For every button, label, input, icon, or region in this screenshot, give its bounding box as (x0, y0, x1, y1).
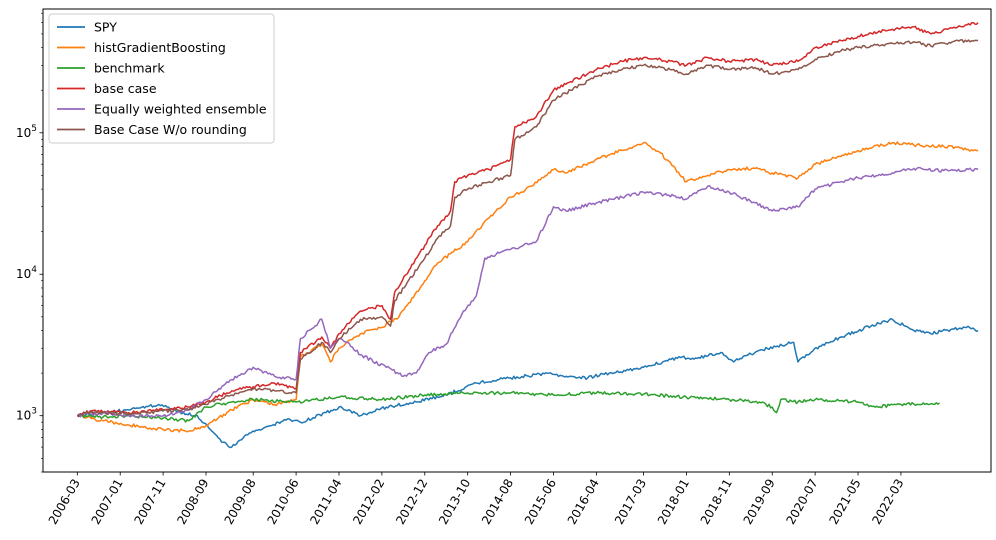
legend-label: base case (94, 81, 157, 96)
axes-frame (42, 8, 992, 473)
y-tick-label: 103 (16, 407, 37, 423)
x-tick-label: 2007-01 (89, 477, 126, 527)
legend-label: histGradientBoosting (94, 40, 226, 55)
x-tick-label: 2020-07 (784, 477, 821, 527)
y-tick-label: 104 (16, 265, 37, 281)
x-tick-label: 2012-12 (393, 477, 430, 527)
x-tick-label: 2010-06 (264, 477, 301, 527)
series-line-1 (76, 141, 979, 433)
legend: SPY histGradientBoosting benchmark base cas… (48, 13, 275, 144)
series-line-3 (77, 21, 979, 417)
x-tick-label: 2022-03 (869, 477, 906, 527)
x-tick-label: 2007-11 (132, 477, 169, 527)
series-layer (76, 21, 979, 449)
legend-box (48, 13, 275, 144)
series-line-2 (77, 390, 940, 423)
x-tick-label: 2017-03 (612, 477, 649, 527)
x-tick-label: 2008-09 (174, 477, 211, 527)
x-tick-label: 2011-04 (307, 477, 344, 527)
legend-label: Equally weighted ensemble (94, 102, 267, 117)
x-tick-label: 2019-09 (741, 477, 778, 527)
legend-label: benchmark (94, 61, 165, 76)
x-tick-label: 2014-08 (479, 477, 516, 527)
x-tick-label: 2018-11 (698, 477, 735, 527)
legend-label: SPY (94, 20, 117, 35)
series-line-0 (76, 317, 979, 449)
x-tick-label: 2012-02 (350, 477, 387, 527)
x-tick-label: 2018-01 (655, 477, 692, 527)
x-tick-label: 2013-10 (436, 477, 473, 527)
x-tick-label: 2021-05 (826, 477, 863, 527)
series-line-5 (76, 38, 979, 417)
y-tick-label: 105 (16, 124, 37, 140)
x-tick-label: 2009-08 (222, 477, 259, 527)
x-tick-label: 2015-06 (522, 477, 559, 527)
series-line-4 (76, 166, 979, 418)
x-tick-label: 2016-04 (565, 477, 602, 527)
x-tick-label: 2006-03 (46, 477, 83, 527)
legend-label: Base Case W/o rounding (94, 122, 247, 137)
